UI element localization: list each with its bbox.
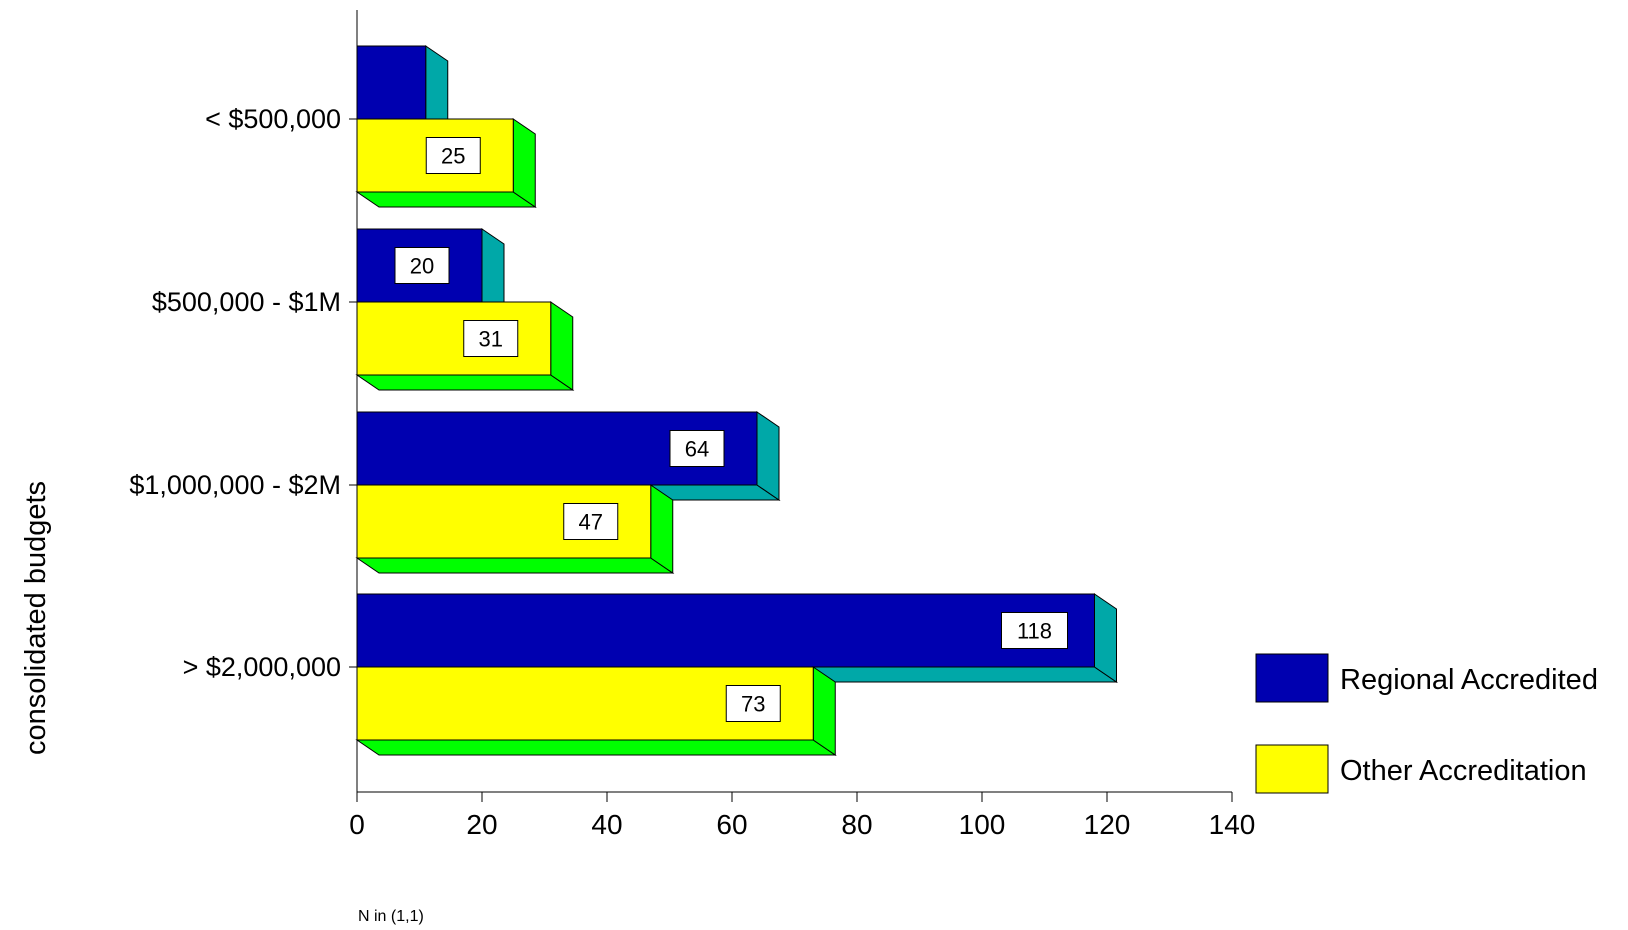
data-label-box bbox=[563, 503, 619, 540]
data-label-box bbox=[1001, 612, 1068, 649]
legend-label: Regional Accredited bbox=[1340, 664, 1598, 696]
data-label-box bbox=[725, 685, 781, 722]
x-tick-label: 100 bbox=[959, 809, 1006, 840]
data-label-text: 25 bbox=[441, 144, 465, 169]
x-tick-label: 40 bbox=[591, 809, 622, 840]
y-axis-title: consolidated budgets bbox=[20, 481, 52, 755]
bar-regional-accredited-2-side-face bbox=[756, 411, 780, 501]
category-label: > $2,000,000 bbox=[183, 652, 341, 682]
data-label-box bbox=[394, 247, 450, 284]
legend-label: Other Accreditation bbox=[1340, 755, 1587, 787]
data-label-other-accreditation-0: 25 bbox=[425, 137, 481, 174]
bar-other-accreditation-3-bottom-face bbox=[355, 739, 837, 756]
bar-other-accreditation-1-bottom-face bbox=[355, 374, 575, 391]
bar-other-accreditation-0-bottom-face bbox=[355, 191, 537, 208]
data-label-other-accreditation-1: 31 bbox=[463, 320, 519, 357]
data-label-regional-accredited-1: 20 bbox=[394, 247, 450, 284]
x-tick-label: 140 bbox=[1209, 809, 1256, 840]
legend-swatch bbox=[1255, 744, 1329, 794]
data-label-text: 73 bbox=[741, 692, 765, 717]
x-tick-label: 80 bbox=[841, 809, 872, 840]
data-label-text: 64 bbox=[685, 437, 709, 462]
legend-item-other-accreditation: Other Accreditation bbox=[1255, 744, 1587, 794]
bar-regional-accredited-3-side-face bbox=[1094, 593, 1117, 683]
legend: Regional Accredited Other Accreditation bbox=[1255, 653, 1598, 794]
bar-other-accreditation-1 bbox=[355, 301, 575, 391]
bar-other-accreditation-3-side-face bbox=[812, 666, 836, 756]
data-label-box bbox=[425, 137, 481, 174]
bars-layer bbox=[355, 45, 1119, 756]
bar-regional-accredited-3-front-face bbox=[356, 593, 1095, 668]
legend-item-regional-accredited: Regional Accredited bbox=[1255, 653, 1598, 703]
data-label-regional-accredited-3: 118 bbox=[1001, 612, 1068, 649]
category-label: < $500,000 bbox=[205, 104, 341, 134]
bar-other-accreditation-2 bbox=[355, 484, 675, 574]
data-label-box bbox=[463, 320, 519, 357]
bar-other-accreditation-0-side-face bbox=[512, 118, 536, 208]
data-label-regional-accredited-2: 64 bbox=[669, 430, 725, 467]
footnote: N in (1,1) bbox=[358, 908, 424, 925]
category-label: $1,000,000 - $2M bbox=[129, 470, 341, 500]
data-label-other-accreditation-2: 47 bbox=[563, 503, 619, 540]
x-tick-label: 0 bbox=[349, 809, 365, 840]
bar-regional-accredited-3 bbox=[355, 593, 1119, 683]
bar-other-accreditation-2-side-face bbox=[650, 484, 674, 574]
legend-swatch bbox=[1255, 653, 1329, 703]
bar-regional-accredited-0-front-face bbox=[356, 45, 427, 120]
data-label-other-accreditation-3: 73 bbox=[725, 685, 781, 722]
category-label: $500,000 - $1M bbox=[152, 287, 341, 317]
data-label-text: 47 bbox=[579, 510, 603, 535]
data-label-text: 20 bbox=[410, 254, 434, 279]
bar-other-accreditation-1-side-face bbox=[550, 301, 574, 391]
x-tick-label: 20 bbox=[466, 809, 497, 840]
data-label-box bbox=[669, 430, 725, 467]
x-tick-label: 60 bbox=[716, 809, 747, 840]
x-tick-label: 120 bbox=[1084, 809, 1131, 840]
bar-other-accreditation-1-front-face bbox=[356, 301, 552, 376]
data-labels-layer: 25 20 31 64 47 118 73 bbox=[394, 137, 1068, 722]
bar-other-accreditation-2-bottom-face bbox=[355, 557, 675, 574]
data-label-text: 31 bbox=[479, 327, 503, 352]
axes-layer: < $500,000 $500,000 - $1M $1,000,000 - $2M… bbox=[129, 10, 1255, 840]
data-label-text: 118 bbox=[1017, 619, 1052, 644]
